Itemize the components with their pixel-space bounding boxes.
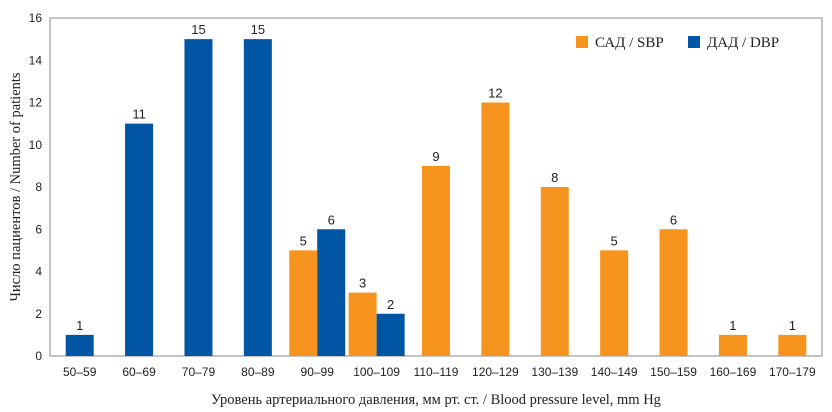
- x-tick-label: 140–149: [591, 365, 638, 379]
- y-axis-ticks: 0 2 4 6 8 10 12 14 16: [29, 11, 43, 363]
- x-tick-label: 110–119: [414, 365, 459, 379]
- y-axis-title: Число пациентов / Number of patients: [8, 72, 24, 301]
- data-label-dbp-3: 15: [251, 22, 265, 37]
- bar-sbp-6: [422, 165, 450, 356]
- y-tick-label: 10: [29, 138, 43, 152]
- x-tick-label: 50–59: [63, 365, 97, 379]
- y-tick-label: 14: [29, 53, 43, 67]
- x-tick-label: 170–179: [769, 365, 816, 379]
- data-label-sbp-10: 6: [670, 212, 677, 227]
- y-tick-label: 16: [29, 11, 43, 25]
- data-label-sbp-11: 1: [729, 318, 736, 333]
- bar-sbp-5: [348, 292, 377, 356]
- bar-sbp-12: [778, 334, 807, 356]
- bar-sbp-4: [289, 250, 318, 356]
- data-label-dbp-2: 15: [191, 22, 205, 37]
- data-label-sbp-7: 12: [488, 86, 502, 101]
- data-label-sbp-4: 5: [300, 233, 307, 248]
- bar-dbp-4: [317, 229, 346, 356]
- bar-sbp-7: [481, 102, 510, 356]
- y-tick-label: 8: [35, 180, 42, 194]
- y-tick-label: 12: [29, 96, 43, 110]
- legend-swatch-dbp: [688, 36, 700, 48]
- x-tick-label: 130–139: [531, 365, 578, 379]
- x-tick-label: 80–89: [241, 365, 275, 379]
- bar-dbp-1: [125, 123, 154, 356]
- data-label-dbp-0: 1: [76, 318, 83, 333]
- x-tick-label: 60–69: [122, 365, 156, 379]
- bar-sbp-9: [600, 250, 629, 356]
- data-label-sbp-9: 5: [611, 233, 618, 248]
- x-tick-label: 160–169: [710, 365, 757, 379]
- data-label-dbp-1: 11: [132, 107, 146, 122]
- y-tick-label: 0: [35, 349, 42, 363]
- bar-sbp-10: [659, 229, 688, 356]
- bar-dbp-2: [184, 39, 213, 356]
- legend: САД / SBP ДАД / DBP: [576, 35, 779, 51]
- bars: [65, 39, 807, 356]
- legend-swatch-sbp: [576, 36, 588, 48]
- bar-dbp-5: [376, 313, 405, 356]
- y-tick-label: 6: [35, 222, 42, 236]
- data-label-dbp-4: 6: [328, 212, 335, 227]
- y-tick-label: 2: [35, 307, 42, 321]
- y-tick-label: 4: [35, 265, 42, 279]
- bar-dbp-3: [243, 39, 272, 356]
- x-tick-label: 90–99: [301, 365, 335, 379]
- bar-sbp-11: [718, 334, 747, 356]
- data-label-sbp-5: 3: [359, 276, 366, 291]
- legend-label-sbp: САД / SBP: [595, 35, 664, 51]
- bar-dbp-0: [65, 334, 94, 356]
- x-tick-label: 150–159: [650, 365, 697, 379]
- data-label-dbp-5: 2: [387, 297, 394, 312]
- data-label-sbp-6: 9: [432, 149, 439, 164]
- x-tick-label: 70–79: [182, 365, 216, 379]
- x-tick-label: 120–129: [472, 365, 519, 379]
- x-tick-label: 100–109: [353, 365, 400, 379]
- data-label-sbp-8: 8: [551, 170, 558, 185]
- x-axis-ticks: 50–59 60–69 70–79 80–89 90–99 100–109 110–119 1…: [63, 365, 816, 379]
- x-axis-title: Уровень артериального давления, мм рт. с…: [211, 392, 661, 408]
- bar-sbp-8: [540, 187, 569, 356]
- data-label-sbp-12: 1: [789, 318, 796, 333]
- legend-label-dbp: ДАД / DBP: [707, 35, 779, 51]
